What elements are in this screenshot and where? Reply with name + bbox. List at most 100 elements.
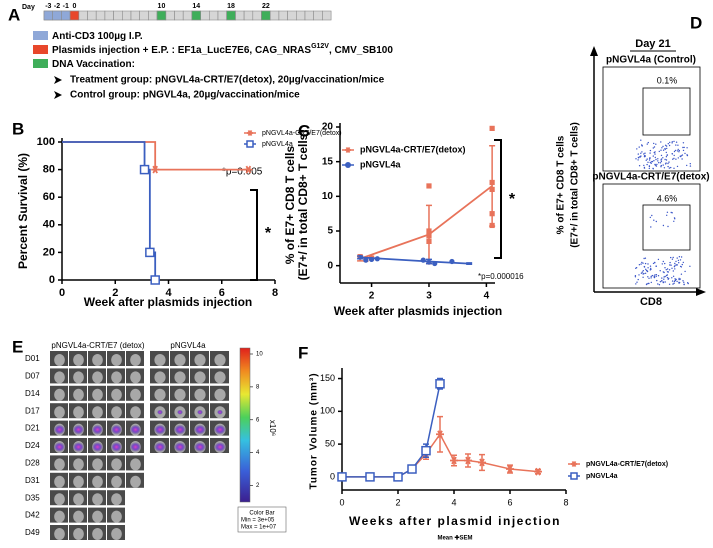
signal bbox=[194, 442, 206, 452]
event-dot bbox=[665, 151, 667, 154]
mouse-body bbox=[73, 458, 84, 471]
event-dot bbox=[646, 163, 648, 166]
event-dot bbox=[665, 269, 667, 271]
event-dot bbox=[673, 266, 676, 268]
gate bbox=[642, 204, 691, 251]
marker bbox=[145, 247, 155, 258]
event-dot bbox=[676, 165, 679, 168]
x-tick-label: 6 bbox=[507, 497, 512, 507]
legend-swatch bbox=[33, 45, 48, 54]
event-dot bbox=[671, 280, 674, 282]
superscript: G12V bbox=[311, 43, 329, 50]
panel-letter: E bbox=[12, 337, 23, 356]
event-dot bbox=[662, 260, 664, 263]
mouse-body bbox=[111, 354, 122, 366]
signal bbox=[110, 442, 123, 452]
timeline-day bbox=[261, 10, 271, 21]
event-dot bbox=[682, 149, 685, 152]
timeline-day bbox=[156, 10, 167, 21]
event-dot bbox=[643, 153, 645, 155]
event-dot bbox=[678, 277, 680, 280]
event-dot bbox=[661, 147, 663, 149]
mouse-body bbox=[92, 475, 103, 488]
marker bbox=[150, 275, 160, 285]
event-dot bbox=[676, 150, 679, 152]
day-label: D31 bbox=[25, 476, 40, 485]
event-dot bbox=[657, 275, 660, 277]
panel-letter: B bbox=[12, 119, 24, 138]
event-dot bbox=[642, 262, 644, 264]
event-dot bbox=[666, 271, 669, 273]
mouse-body bbox=[92, 406, 103, 419]
event-dot bbox=[634, 276, 637, 278]
event-dot bbox=[682, 146, 684, 149]
event-dot bbox=[650, 226, 652, 228]
event-dot bbox=[638, 264, 641, 266]
event-dot bbox=[660, 164, 662, 167]
annotation: * bbox=[265, 225, 272, 242]
marker bbox=[337, 472, 347, 482]
event-dot bbox=[647, 267, 649, 269]
day-label: D42 bbox=[25, 511, 40, 520]
mouse-body bbox=[214, 388, 226, 401]
event-dot bbox=[638, 146, 640, 148]
error-bar bbox=[357, 255, 364, 260]
mouse-body bbox=[54, 458, 65, 471]
event-dot bbox=[670, 166, 672, 169]
event-dot bbox=[674, 218, 676, 220]
mouse-body bbox=[111, 493, 122, 506]
mouse-body bbox=[214, 354, 226, 366]
timeline-cell bbox=[130, 10, 140, 21]
mouse-body bbox=[73, 493, 84, 506]
event-dot bbox=[676, 280, 678, 283]
event-dot bbox=[655, 158, 657, 161]
event-dot bbox=[661, 263, 663, 265]
mouse-body bbox=[54, 510, 65, 523]
event-dot bbox=[683, 146, 685, 149]
mouse-body bbox=[111, 528, 122, 540]
timeline-cell bbox=[269, 10, 280, 21]
mouse-body bbox=[130, 475, 141, 488]
event-dot bbox=[666, 214, 668, 216]
event-dot bbox=[683, 283, 685, 286]
event-dot bbox=[659, 162, 662, 164]
mouse-body bbox=[92, 388, 103, 401]
event-dot bbox=[662, 281, 664, 284]
day-label: D21 bbox=[25, 424, 40, 433]
event-dot bbox=[635, 267, 638, 269]
event-dot bbox=[662, 157, 664, 159]
event-dot bbox=[684, 270, 686, 273]
color-bar-label: 2 bbox=[256, 483, 260, 489]
y-tick-label: 20 bbox=[322, 122, 334, 133]
event-dot bbox=[664, 267, 666, 269]
event-dot bbox=[651, 214, 653, 217]
event-dot bbox=[677, 157, 679, 159]
event-dot bbox=[646, 158, 648, 160]
event-dot bbox=[655, 165, 658, 167]
event-dot bbox=[668, 161, 670, 163]
event-dot bbox=[674, 278, 676, 280]
mouse-body bbox=[111, 475, 122, 488]
timeline-day bbox=[61, 10, 71, 21]
legend-label: pNGVL4a bbox=[262, 141, 293, 148]
timeline-cell bbox=[313, 10, 323, 21]
event-dot bbox=[676, 257, 678, 259]
timeline-day bbox=[226, 10, 236, 21]
gate-percent: 0.1% bbox=[657, 75, 678, 85]
timeline-cell bbox=[78, 10, 88, 21]
event-dot bbox=[661, 277, 663, 279]
marker bbox=[247, 129, 253, 137]
group-header: pNGVL4a-CRT/E7 (detox) bbox=[51, 341, 145, 350]
timeline-cell bbox=[165, 10, 175, 21]
signal bbox=[177, 409, 183, 415]
y-tick-label: 80 bbox=[43, 164, 55, 176]
marker bbox=[478, 458, 486, 467]
group-header: pNGVL4a bbox=[170, 341, 206, 350]
x-tick-label: 6 bbox=[219, 287, 225, 299]
event-dot bbox=[667, 165, 669, 168]
text-part: Anti-CD3 100µg I.P. bbox=[52, 31, 143, 42]
mouse-body bbox=[54, 388, 65, 401]
event-dot bbox=[680, 155, 682, 158]
legend-swatch bbox=[33, 31, 48, 40]
